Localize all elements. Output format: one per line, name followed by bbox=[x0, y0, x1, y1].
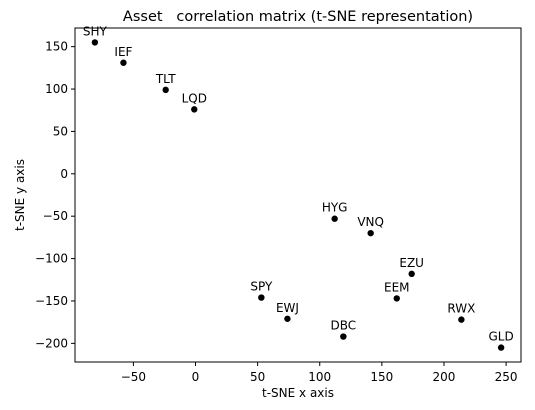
x-tick-label: 250 bbox=[495, 370, 518, 384]
data-point-spy bbox=[258, 294, 265, 301]
point-label-lqd: LQD bbox=[182, 91, 207, 105]
x-axis: −50 0 50 100 150 200 250 bbox=[121, 362, 518, 384]
y-tick-label: −100 bbox=[35, 252, 68, 266]
data-point-dbc bbox=[340, 333, 347, 340]
x-tick-label: −50 bbox=[121, 370, 146, 384]
x-tick-label: 0 bbox=[192, 370, 200, 384]
point-label-ewj: EWJ bbox=[276, 301, 299, 315]
point-label-rwx: RWX bbox=[447, 302, 475, 316]
y-tick-label: 100 bbox=[45, 82, 68, 96]
data-point-hyg bbox=[331, 215, 338, 222]
point-label-shy: SHY bbox=[83, 24, 108, 38]
data-point-ewj bbox=[284, 315, 291, 322]
y-tick-label: 0 bbox=[60, 167, 68, 181]
x-axis-label: t-SNE x axis bbox=[262, 386, 334, 400]
data-point-lqd bbox=[191, 106, 198, 113]
y-tick-label: 150 bbox=[45, 40, 68, 54]
point-label-spy: SPY bbox=[250, 280, 273, 294]
data-point-vnq bbox=[367, 229, 374, 237]
y-tick-label: −150 bbox=[35, 294, 68, 308]
data-point-shy bbox=[91, 39, 99, 46]
point-label-hyg: HYG bbox=[322, 201, 348, 215]
point-label-eem: EEM bbox=[384, 280, 410, 294]
chart-title: Asset correlation matrix (t-SNE represen… bbox=[123, 9, 473, 25]
y-tick-label: −50 bbox=[43, 209, 68, 223]
data-point-ief bbox=[120, 59, 127, 66]
point-label-ief: IEF bbox=[114, 45, 132, 59]
point-label-dbc: DBC bbox=[331, 319, 357, 333]
plot-area bbox=[74, 27, 522, 363]
x-tick-label: 200 bbox=[433, 370, 456, 384]
data-point-tlt bbox=[162, 86, 169, 94]
point-label-tlt: TLT bbox=[155, 72, 176, 86]
data-point-rwx bbox=[458, 316, 465, 323]
data-point-ezu bbox=[408, 270, 415, 278]
x-tick-label: 150 bbox=[370, 370, 393, 384]
point-label-ezu: EZU bbox=[399, 256, 424, 270]
y-tick-label: 50 bbox=[53, 124, 68, 138]
point-label-gld: GLD bbox=[489, 330, 514, 344]
point-label-vnq: VNQ bbox=[357, 215, 384, 229]
data-point-eem bbox=[393, 295, 400, 302]
x-tick-label: 100 bbox=[308, 370, 331, 384]
y-axis-label: t-SNE y axis bbox=[13, 159, 27, 231]
y-tick-label: −200 bbox=[35, 336, 68, 350]
x-tick-label: 50 bbox=[250, 370, 265, 384]
y-axis: 150 100 50 0 −50 −100 −150 −200 bbox=[35, 40, 75, 350]
data-point-gld bbox=[497, 344, 505, 351]
